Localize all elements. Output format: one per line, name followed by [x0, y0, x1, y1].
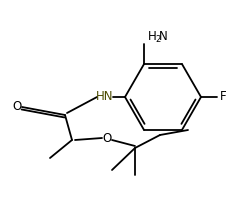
Text: HN: HN: [96, 90, 114, 104]
Text: 2: 2: [155, 35, 160, 44]
Text: O: O: [12, 101, 22, 113]
Text: H: H: [148, 30, 157, 42]
Text: N: N: [159, 30, 168, 42]
Text: F: F: [220, 90, 226, 104]
Text: O: O: [102, 131, 112, 145]
